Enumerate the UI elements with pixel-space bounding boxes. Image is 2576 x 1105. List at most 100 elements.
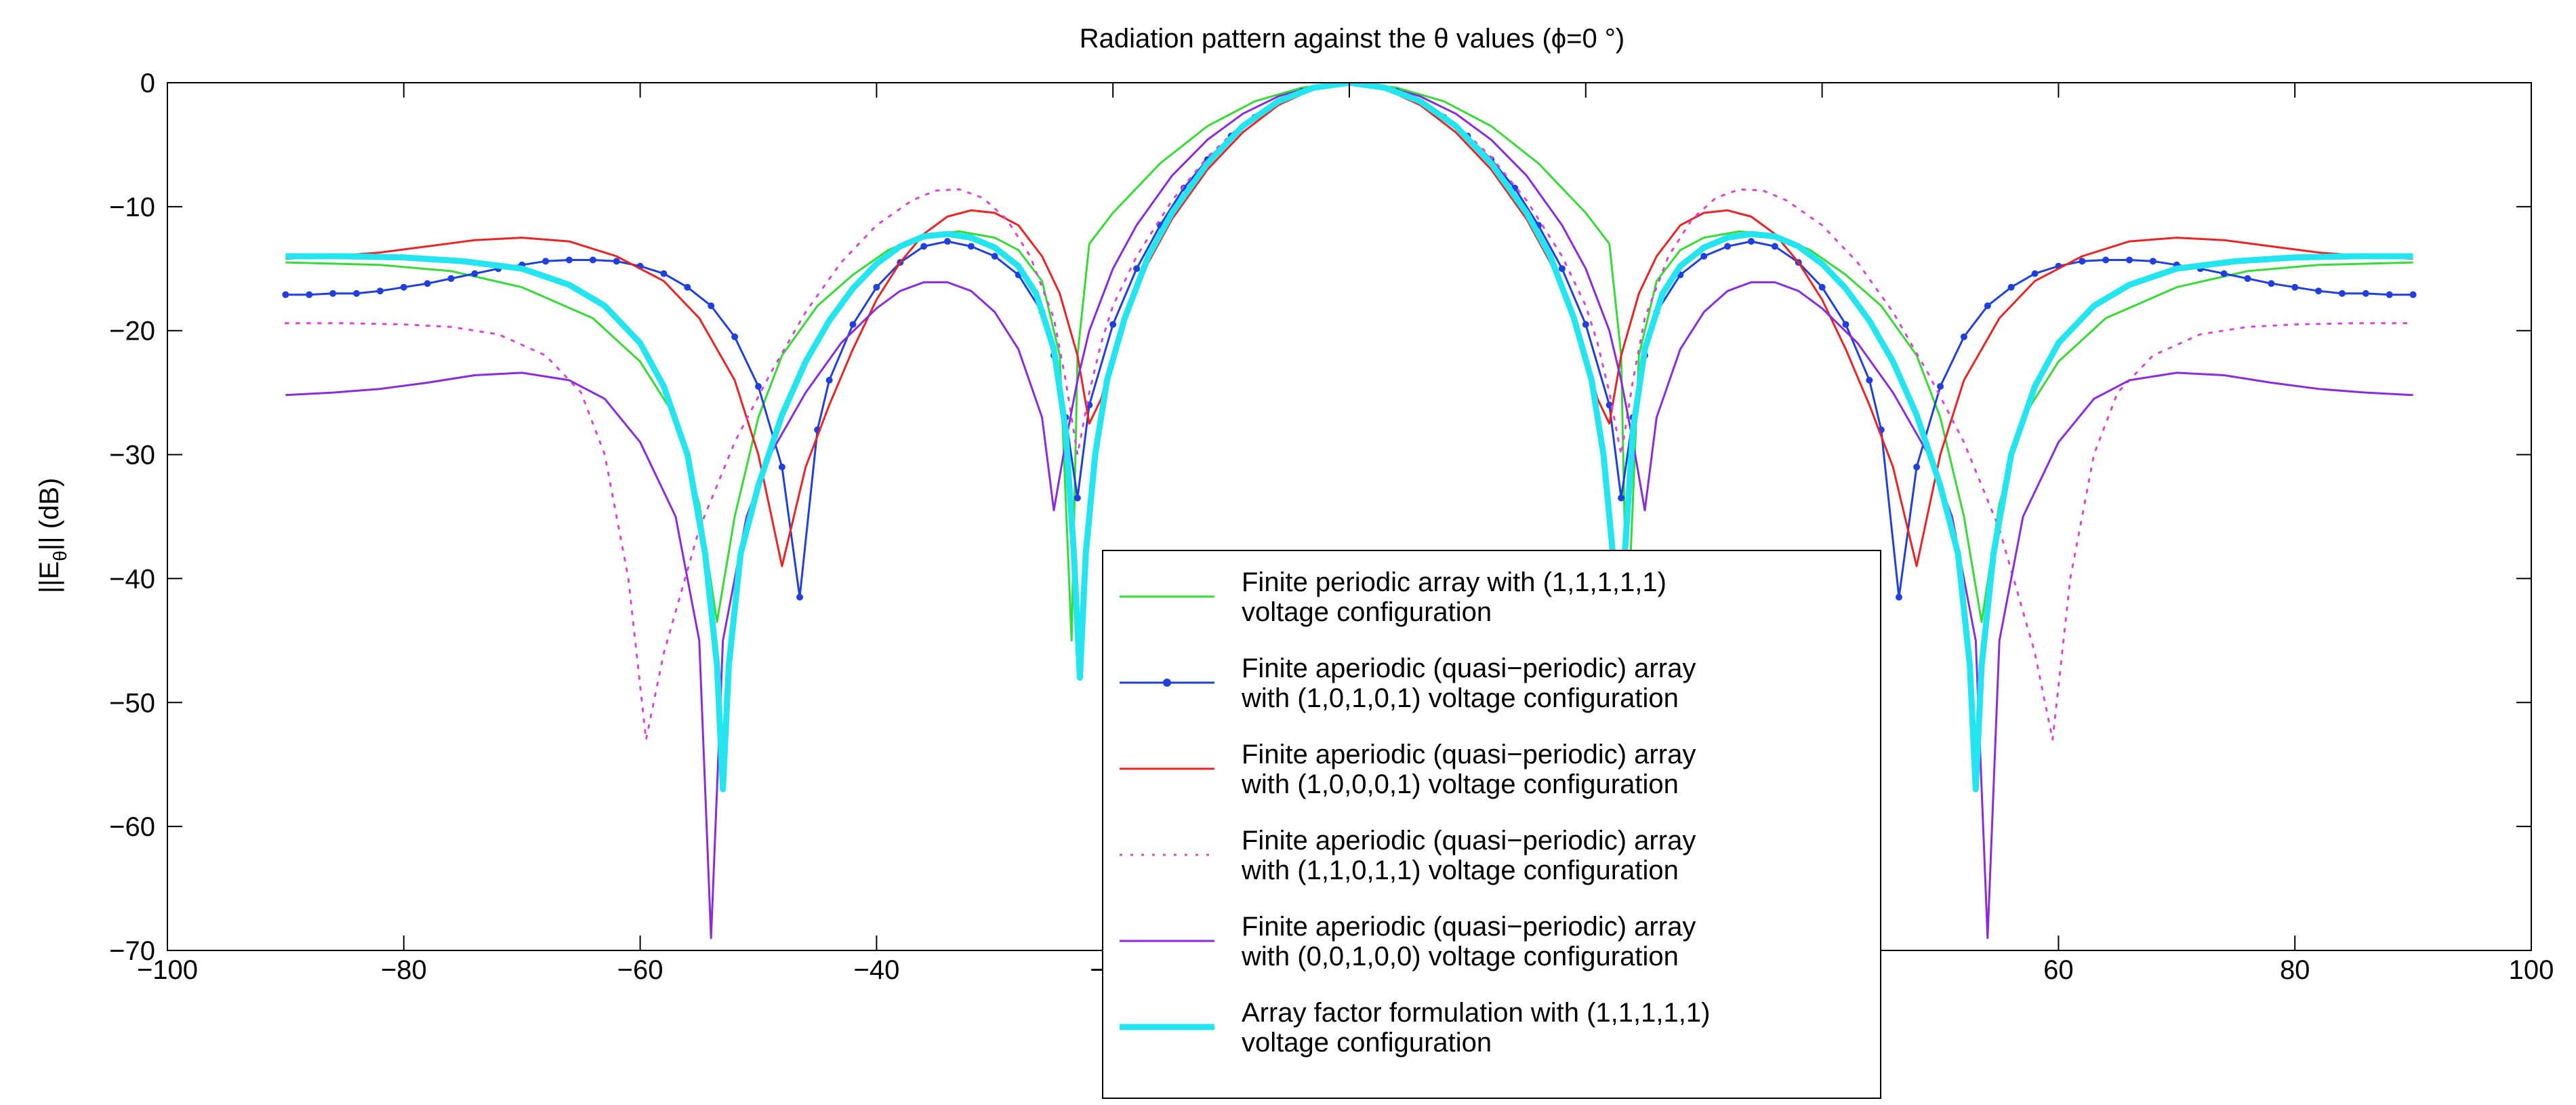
series-2-marker — [2102, 256, 2110, 264]
y-tick-label: −40 — [109, 564, 155, 594]
series-2-marker — [1960, 333, 1967, 340]
legend-label-1: Finite periodic array with (1,1,1,1,1) — [1242, 567, 1667, 597]
x-tick-label: −60 — [617, 955, 663, 985]
x-tick-label: 60 — [2043, 955, 2074, 985]
series-2-marker — [2291, 283, 2299, 291]
y-tick-label: −70 — [109, 936, 155, 966]
legend-label-5: with (0,0,1,0,0) voltage configuration — [1241, 942, 1679, 971]
series-2-marker — [1895, 593, 1902, 601]
legend: Finite periodic array with (1,1,1,1,1)vo… — [1102, 550, 1881, 1099]
series-2-marker — [1866, 376, 1873, 384]
y-tick-label: −20 — [109, 317, 155, 346]
series-2-marker — [708, 302, 715, 310]
y-tick-label: −50 — [109, 688, 155, 718]
legend-label-1: voltage configuration — [1242, 597, 1492, 627]
series-2-marker — [2244, 275, 2251, 282]
series-2-marker — [1558, 265, 1566, 273]
y-tick-label: −60 — [109, 812, 155, 842]
series-2-marker — [755, 383, 762, 390]
series-2-marker — [2315, 287, 2323, 295]
y-axis-label-main: ||E — [35, 561, 64, 593]
series-2-marker — [2031, 270, 2039, 277]
legend-label-3: with (1,0,0,0,1) voltage configuration — [1241, 769, 1679, 799]
series-2-marker — [1842, 321, 1849, 328]
series-2-marker — [424, 280, 431, 287]
legend-label-4: Finite aperiodic (quasi−periodic) array — [1242, 826, 1696, 856]
legend-label-6: voltage configuration — [1242, 1028, 1492, 1058]
series-2-marker — [1700, 253, 1708, 260]
series-2-marker — [2268, 280, 2275, 287]
series-2-marker — [1074, 494, 1081, 502]
series-2-marker — [991, 253, 998, 260]
series-2-marker — [400, 283, 407, 291]
series-2-marker — [1818, 283, 1826, 291]
series-2-marker — [2386, 291, 2393, 298]
series-2-marker — [1582, 321, 1589, 328]
series-2-marker — [1771, 243, 1778, 250]
legend-label-4: with (1,1,0,1,1) voltage configuration — [1241, 856, 1679, 885]
series-2-marker — [2409, 291, 2417, 298]
series-2-marker — [2079, 258, 2086, 265]
chart-title: Radiation pattern against the θ values (… — [1080, 24, 1624, 54]
series-2-marker — [944, 238, 952, 245]
series-2-marker — [731, 333, 739, 340]
series-2-marker — [353, 289, 361, 297]
x-tick-label: −100 — [137, 955, 198, 985]
series-2-marker — [825, 376, 833, 384]
series-2-marker — [329, 289, 337, 297]
series-2-marker — [2007, 283, 2015, 291]
series-2-marker — [2149, 258, 2156, 265]
x-tick-label: −40 — [853, 955, 899, 985]
legend-label-5: Finite aperiodic (quasi−periodic) array — [1242, 912, 1696, 942]
series-2-marker — [447, 275, 455, 282]
x-tick-label: −80 — [381, 955, 427, 985]
series-2-marker — [2338, 289, 2346, 297]
series-2-marker — [796, 593, 804, 601]
series-2-marker — [920, 243, 928, 250]
series-2-marker — [1984, 302, 1991, 310]
series-2-marker — [542, 258, 550, 265]
series-2-marker — [849, 321, 857, 328]
y-tick-label: 0 — [140, 68, 155, 98]
series-line-4 — [284, 83, 2415, 741]
svg-text:||Eθ|| (dB): ||Eθ|| (dB) — [35, 478, 70, 594]
series-2-marker — [565, 256, 573, 264]
series-2-marker — [967, 243, 975, 250]
series-line-6 — [285, 83, 2413, 792]
series-2-marker — [1109, 321, 1117, 328]
x-tick-label: 100 — [2509, 955, 2554, 985]
series-line-5 — [285, 83, 2413, 940]
series-2-marker — [660, 270, 668, 277]
legend-label-3: Finite aperiodic (quasi−periodic) array — [1242, 740, 1696, 769]
y-tick-label: −30 — [109, 441, 155, 470]
x-tick-label: 80 — [2280, 955, 2310, 985]
legend-label-6: Array factor formulation with (1,1,1,1,1… — [1242, 998, 1710, 1028]
y-axis-label: ||Eθ|| (dB) — [35, 478, 70, 594]
series-2-marker — [471, 270, 478, 277]
legend-label-2: Finite aperiodic (quasi−periodic) array — [1242, 654, 1696, 683]
series-2-marker — [1913, 463, 1921, 470]
series-line-3 — [285, 83, 2413, 567]
series-2-marker — [2126, 256, 2133, 264]
series-2-marker — [306, 291, 313, 298]
series-2-marker — [873, 283, 880, 291]
series-2-marker — [1133, 265, 1141, 273]
series-2-marker — [1937, 383, 1944, 390]
series-line-1 — [285, 83, 2413, 642]
series-2-marker — [778, 463, 785, 470]
series-2-marker — [589, 256, 596, 264]
legend-label-2: with (1,0,1,0,1) voltage configuration — [1241, 683, 1679, 713]
y-tick-label: −10 — [109, 193, 155, 222]
series-2-marker — [1724, 243, 1732, 250]
y-axis-label-tail: || (dB) — [35, 478, 64, 550]
series-2-marker — [613, 258, 620, 265]
series-2-marker — [2220, 270, 2228, 277]
y-axis-label-sub: θ — [49, 550, 70, 561]
legend-box — [1102, 550, 1881, 1099]
legend-swatch-marker — [1163, 679, 1171, 687]
series-2-marker — [1618, 494, 1625, 502]
series-2-marker — [1747, 238, 1755, 245]
series-2-marker — [282, 291, 289, 298]
series-2-marker — [2362, 289, 2369, 297]
